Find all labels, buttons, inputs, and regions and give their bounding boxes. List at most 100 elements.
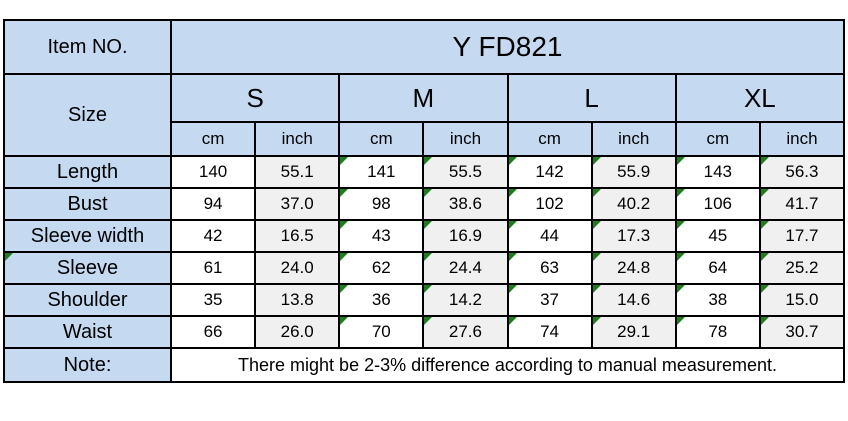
cell-waist-s-inch: 26.0 — [254, 315, 341, 349]
cell-length-l-inch: 55.9 — [590, 155, 677, 189]
cell-bust-m-inch: 38.6 — [422, 187, 509, 221]
cell-bust-xl-cm: 106 — [674, 187, 761, 221]
unit-cm-s: cm — [169, 121, 257, 157]
size-header-s: S — [169, 73, 341, 123]
error-indicator-icon — [509, 222, 517, 229]
cell-sleeve-width-l-inch: 17.3 — [590, 219, 677, 253]
item-no-value: Y FD821 — [170, 19, 845, 75]
cell-length-xl-inch: 56.3 — [758, 155, 846, 189]
cell-shoulder-m-inch: 14.2 — [422, 283, 509, 317]
cell-sleeve-width-l-cm: 44 — [506, 219, 593, 253]
note-row: Note: There might be 2-3% difference acc… — [3, 347, 845, 383]
error-indicator-icon — [6, 254, 13, 261]
measurements-section: Length 140 55.1 141 55.5 142 55.9 143 56.3 Bust 94… — [3, 155, 846, 349]
row-label-waist: Waist — [3, 315, 172, 349]
error-indicator-icon — [425, 190, 433, 197]
measurement-row-sleeve: Sleeve 61 24.0 62 24.4 63 24.8 64 25.2 — [3, 251, 846, 285]
cell-bust-l-inch: 40.2 — [590, 187, 677, 221]
error-indicator-icon — [761, 158, 769, 165]
error-indicator-icon — [509, 318, 517, 325]
error-indicator-icon — [677, 318, 685, 325]
error-indicator-icon — [677, 254, 685, 261]
row-label-shoulder: Shoulder — [3, 283, 172, 317]
note-text: There might be 2-3% difference according… — [170, 347, 845, 383]
error-indicator-icon — [761, 286, 769, 293]
cell-waist-l-inch: 29.1 — [590, 315, 677, 349]
size-header-row: Size S M L XL — [3, 73, 846, 157]
cell-waist-xl-cm: 78 — [674, 315, 761, 349]
cell-sleeve-width-m-inch: 16.9 — [422, 219, 509, 253]
error-indicator-icon — [593, 158, 601, 165]
unit-cm-m: cm — [338, 121, 425, 157]
row-label-sleeve-width: Sleeve width — [3, 219, 172, 253]
cell-waist-s-cm: 66 — [169, 315, 257, 349]
size-header-xl: XL — [674, 73, 846, 123]
error-indicator-icon — [593, 318, 601, 325]
error-indicator-icon — [341, 222, 349, 229]
cell-sleeve-xl-cm: 64 — [674, 251, 761, 285]
cell-waist-l-cm: 74 — [506, 315, 593, 349]
cell-sleeve-width-s-cm: 42 — [169, 219, 257, 253]
error-indicator-icon — [677, 286, 685, 293]
error-indicator-icon — [593, 222, 601, 229]
cell-shoulder-s-inch: 13.8 — [254, 283, 341, 317]
cell-bust-s-cm: 94 — [169, 187, 257, 221]
item-no-label: Item NO. — [3, 19, 172, 75]
error-indicator-icon — [509, 190, 517, 197]
cell-length-s-inch: 55.1 — [254, 155, 341, 189]
cell-sleeve-s-inch: 24.0 — [254, 251, 341, 285]
cell-shoulder-xl-inch: 15.0 — [758, 283, 846, 317]
cell-shoulder-l-inch: 14.6 — [590, 283, 677, 317]
size-header-l: L — [506, 73, 677, 123]
row-label-sleeve: Sleeve — [3, 251, 172, 285]
note-section: Note: There might be 2-3% difference acc… — [3, 347, 845, 383]
error-indicator-icon — [761, 254, 769, 261]
cell-length-s-cm: 140 — [169, 155, 257, 189]
cell-sleeve-s-cm: 61 — [169, 251, 257, 285]
cell-sleeve-m-inch: 24.4 — [422, 251, 509, 285]
error-indicator-icon — [341, 190, 349, 197]
error-indicator-icon — [761, 190, 769, 197]
error-indicator-icon — [341, 286, 349, 293]
unit-inch-m: inch — [422, 121, 509, 157]
error-indicator-icon — [341, 158, 349, 165]
cell-sleeve-l-inch: 24.8 — [590, 251, 677, 285]
error-indicator-icon — [509, 286, 517, 293]
cell-sleeve-l-cm: 63 — [506, 251, 593, 285]
error-indicator-icon — [425, 286, 433, 293]
row-label-length: Length — [3, 155, 172, 189]
note-label: Note: — [3, 347, 172, 383]
cell-bust-s-inch: 37.0 — [254, 187, 341, 221]
units-header-row: cm inch cm inch cm inch cm inch — [4, 121, 846, 157]
item-no-row: Item NO. Y FD821 — [3, 19, 845, 75]
error-indicator-icon — [509, 254, 517, 261]
chart-header-section: Item NO. Y FD821 Size S M L XL cm inch cm i… — [3, 19, 846, 157]
unit-cm-l: cm — [506, 121, 593, 157]
error-indicator-icon — [677, 222, 685, 229]
error-indicator-icon — [509, 158, 517, 165]
unit-inch-l: inch — [590, 121, 677, 157]
error-indicator-icon — [425, 222, 433, 229]
unit-inch-xl: inch — [758, 121, 846, 157]
cell-shoulder-xl-cm: 38 — [674, 283, 761, 317]
cell-shoulder-m-cm: 36 — [338, 283, 425, 317]
cell-sleeve-xl-inch: 25.2 — [758, 251, 846, 285]
error-indicator-icon — [341, 254, 349, 261]
size-header-m: M — [338, 73, 509, 123]
cell-bust-l-cm: 102 — [506, 187, 593, 221]
cell-sleeve-width-xl-inch: 17.7 — [758, 219, 846, 253]
measurement-row-shoulder: Shoulder 35 13.8 36 14.2 37 14.6 38 15.0 — [3, 283, 846, 317]
error-indicator-icon — [341, 318, 349, 325]
cell-sleeve-width-m-cm: 43 — [338, 219, 425, 253]
measurement-row-waist: Waist 66 26.0 70 27.6 74 29.1 78 30.7 — [3, 315, 846, 349]
error-indicator-icon — [761, 222, 769, 229]
measurement-row-sleeve-width: Sleeve width 42 16.5 43 16.9 44 17.3 45 17.7 — [3, 219, 846, 253]
size-chart-table: Item NO. Y FD821 Size S M L XL cm inch cm i… — [3, 19, 846, 383]
cell-length-m-inch: 55.5 — [422, 155, 509, 189]
error-indicator-icon — [425, 254, 433, 261]
cell-shoulder-s-cm: 35 — [169, 283, 257, 317]
error-indicator-icon — [593, 190, 601, 197]
cell-sleeve-width-xl-cm: 45 — [674, 219, 761, 253]
error-indicator-icon — [425, 318, 433, 325]
